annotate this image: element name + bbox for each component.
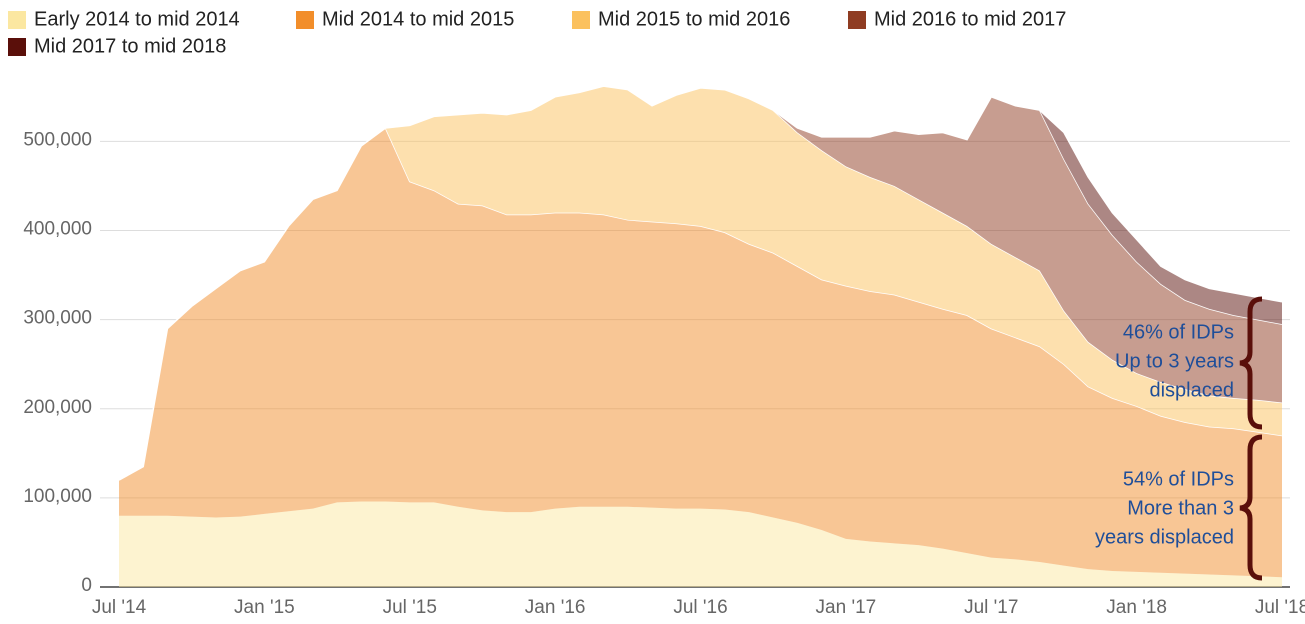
x-tick-label: Jan '15 xyxy=(234,597,295,618)
legend-swatch xyxy=(572,11,590,29)
legend-label: Mid 2016 to mid 2017 xyxy=(874,8,1066,30)
axes: 0 100,000 200,000 300,000 400,000 500,000 Jul … xyxy=(23,129,1305,618)
y-tick-label: 400,000 xyxy=(23,219,92,240)
annotation: 54% of IDPs xyxy=(1123,468,1234,490)
annotation: More than 3 xyxy=(1127,497,1234,519)
x-tick-label: Jan '16 xyxy=(525,597,586,618)
area xyxy=(119,128,1282,578)
legend-label: Mid 2014 to mid 2015 xyxy=(322,8,514,30)
y-tick-label: 200,000 xyxy=(23,397,92,418)
area xyxy=(773,96,1282,403)
legend-swatch xyxy=(296,11,314,29)
annotations: 46% of IDPs Up to 3 years displaced 54% of … xyxy=(1095,321,1234,548)
area xyxy=(385,86,1282,436)
x-tick-label: Jan '17 xyxy=(816,597,877,618)
legend-swatch xyxy=(8,38,26,56)
annotation: years displaced xyxy=(1095,526,1234,548)
area xyxy=(119,501,1282,587)
legend-label: Mid 2015 to mid 2016 xyxy=(598,8,790,30)
legend-label: Early 2014 to mid 2014 xyxy=(34,8,240,30)
bracket xyxy=(1239,296,1263,430)
area-edge xyxy=(1039,109,1283,303)
legend-swatch xyxy=(848,11,866,29)
y-tick-label: 0 xyxy=(81,575,92,596)
x-tick-label: Jan '18 xyxy=(1106,597,1167,618)
areas xyxy=(118,85,1283,587)
legend: Early 2014 to mid 2014 Mid 2014 to mid 20… xyxy=(8,8,1066,57)
x-tick-label: Jul '16 xyxy=(673,597,727,618)
area-edge xyxy=(772,95,1283,325)
annotation: 46% of IDPs xyxy=(1123,321,1234,343)
legend-label: Mid 2017 to mid 2018 xyxy=(34,35,226,57)
y-tick-label: 500,000 xyxy=(23,129,92,150)
area xyxy=(1039,110,1282,325)
annotation: Up to 3 years xyxy=(1115,350,1234,372)
annotation: displaced xyxy=(1149,379,1234,401)
x-tick-label: Jul '18 xyxy=(1255,597,1305,618)
x-tick-label: Jul '17 xyxy=(964,597,1018,618)
bracket xyxy=(1239,434,1263,581)
y-tick-label: 100,000 xyxy=(23,486,92,507)
x-tick-label: Jul '15 xyxy=(383,597,437,618)
y-tick-label: 300,000 xyxy=(23,308,92,329)
x-tick-label: Jul '14 xyxy=(92,597,147,618)
legend-swatch xyxy=(8,11,26,29)
